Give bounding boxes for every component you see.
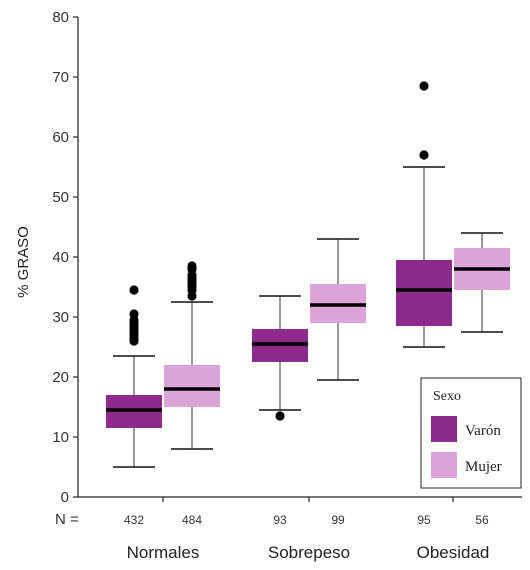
group-label: Normales bbox=[127, 543, 200, 562]
y-tick-label: 30 bbox=[52, 309, 69, 326]
y-tick-label: 70 bbox=[52, 69, 69, 86]
legend-label: Varón bbox=[465, 423, 501, 439]
y-tick-label: 80 bbox=[52, 9, 69, 26]
outlier-point bbox=[419, 150, 429, 160]
n-prefix-label: N = bbox=[55, 511, 79, 528]
y-tick-label: 20 bbox=[52, 369, 69, 386]
box-varon bbox=[396, 260, 452, 326]
outlier-point bbox=[187, 261, 197, 271]
n-label: 432 bbox=[124, 513, 144, 527]
n-label: 99 bbox=[331, 513, 345, 527]
legend-label: Mujer bbox=[465, 459, 502, 475]
n-label: 56 bbox=[475, 513, 489, 527]
n-label: 95 bbox=[417, 513, 431, 527]
outlier-point bbox=[419, 81, 429, 91]
outlier-point bbox=[129, 285, 139, 295]
group-label: Obesidad bbox=[417, 543, 490, 562]
y-tick-label: 0 bbox=[61, 489, 69, 506]
outlier-point bbox=[129, 309, 139, 319]
y-tick-label: 50 bbox=[52, 189, 69, 206]
plot-area: 0 10 20 30 40 50 60 70 80 N = Normales 432 484 Sobrep… bbox=[52, 9, 522, 562]
y-tick-label: 60 bbox=[52, 129, 69, 146]
legend-swatch bbox=[431, 416, 457, 442]
y-axis-title: % GRASO bbox=[15, 226, 32, 298]
y-tick-label: 40 bbox=[52, 249, 69, 266]
n-label: 93 bbox=[273, 513, 287, 527]
group-label: Sobrepeso bbox=[268, 543, 350, 562]
legend-title: Sexo bbox=[433, 389, 461, 404]
n-label: 484 bbox=[182, 513, 202, 527]
y-tick-label: 10 bbox=[52, 429, 69, 446]
legend-swatch bbox=[431, 452, 457, 478]
box-mujer bbox=[164, 365, 220, 407]
outlier-point bbox=[275, 411, 285, 421]
